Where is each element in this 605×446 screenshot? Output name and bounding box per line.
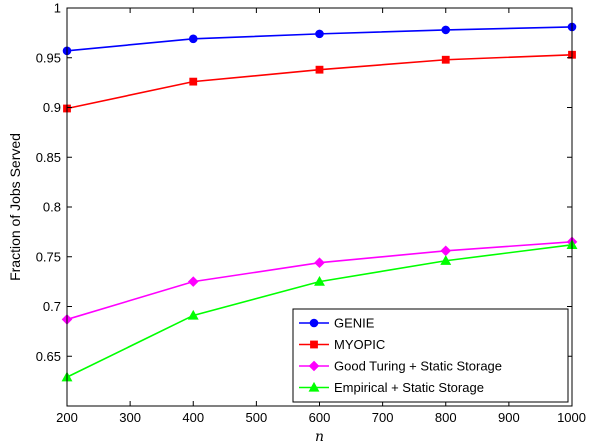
data-point-1-1 <box>189 77 198 86</box>
x-tick-label: 800 <box>435 410 457 425</box>
x-tick-label: 900 <box>498 410 520 425</box>
data-point-1-2 <box>315 65 324 74</box>
x-tick-label: 500 <box>246 410 268 425</box>
data-point-0-3 <box>441 25 451 35</box>
data-point-3-1 <box>187 309 199 320</box>
data-point-3-3 <box>440 255 452 265</box>
x-tick-label: 400 <box>182 410 204 425</box>
x-tick-label: 600 <box>309 410 331 425</box>
axes: 200 300 400 500 600 700 800 900 1000 0.65 0.7 0.75 0… <box>36 1 586 426</box>
data-point-0-1 <box>188 34 198 44</box>
y-tick-label: 0.85 <box>36 150 61 165</box>
legend-entry-1: MYOPIC <box>299 337 385 352</box>
legend-box <box>292 308 569 403</box>
legend-entry-2: Good Turing + Static Storage <box>299 359 502 374</box>
y-tick-label: 0.9 <box>43 100 61 115</box>
legend-label-3: Empirical + Static Storage <box>334 380 484 395</box>
y-tick-label: 0.65 <box>36 349 61 364</box>
legend-entry-3: Empirical + Static Storage <box>299 380 484 395</box>
y-tick-label: 0.7 <box>43 299 61 314</box>
plot-area <box>61 22 578 382</box>
x-tick-label: 700 <box>372 410 394 425</box>
x-tick-label: 1000 <box>557 410 586 425</box>
legend-label-0: GENIE <box>334 316 375 331</box>
series-0 <box>62 22 577 56</box>
data-point-0-2 <box>315 29 324 39</box>
series-2 <box>61 236 578 325</box>
legend-entry-0: GENIE <box>299 316 375 331</box>
y-tick-label: 1 <box>54 1 61 16</box>
data-point-2-2 <box>314 257 325 269</box>
y-tick-label: 0.8 <box>43 200 61 215</box>
legend-marker-3 <box>308 381 320 392</box>
series-3 <box>61 239 578 382</box>
data-point-1-3 <box>441 55 450 64</box>
legend-marker-0 <box>309 318 319 328</box>
legend: GENIE MYOPIC Good Turing + Static Storage E… <box>292 308 569 403</box>
legend-marker-1 <box>310 340 318 349</box>
y-tick-label: 0.95 <box>36 50 61 65</box>
legend-marker-2 <box>308 360 320 372</box>
legend-label-1: MYOPIC <box>334 337 385 352</box>
y-axis-label: Fraction of Jobs Served <box>7 133 23 281</box>
x-tick-label: 300 <box>119 410 141 425</box>
y-tick-label: 0.75 <box>36 249 61 264</box>
legend-label-2: Good Turing + Static Storage <box>334 359 502 374</box>
data-point-3-2 <box>314 275 325 286</box>
x-axis-label: n <box>315 429 324 445</box>
data-point-2-1 <box>187 276 199 287</box>
x-tick-label: 200 <box>56 410 78 425</box>
